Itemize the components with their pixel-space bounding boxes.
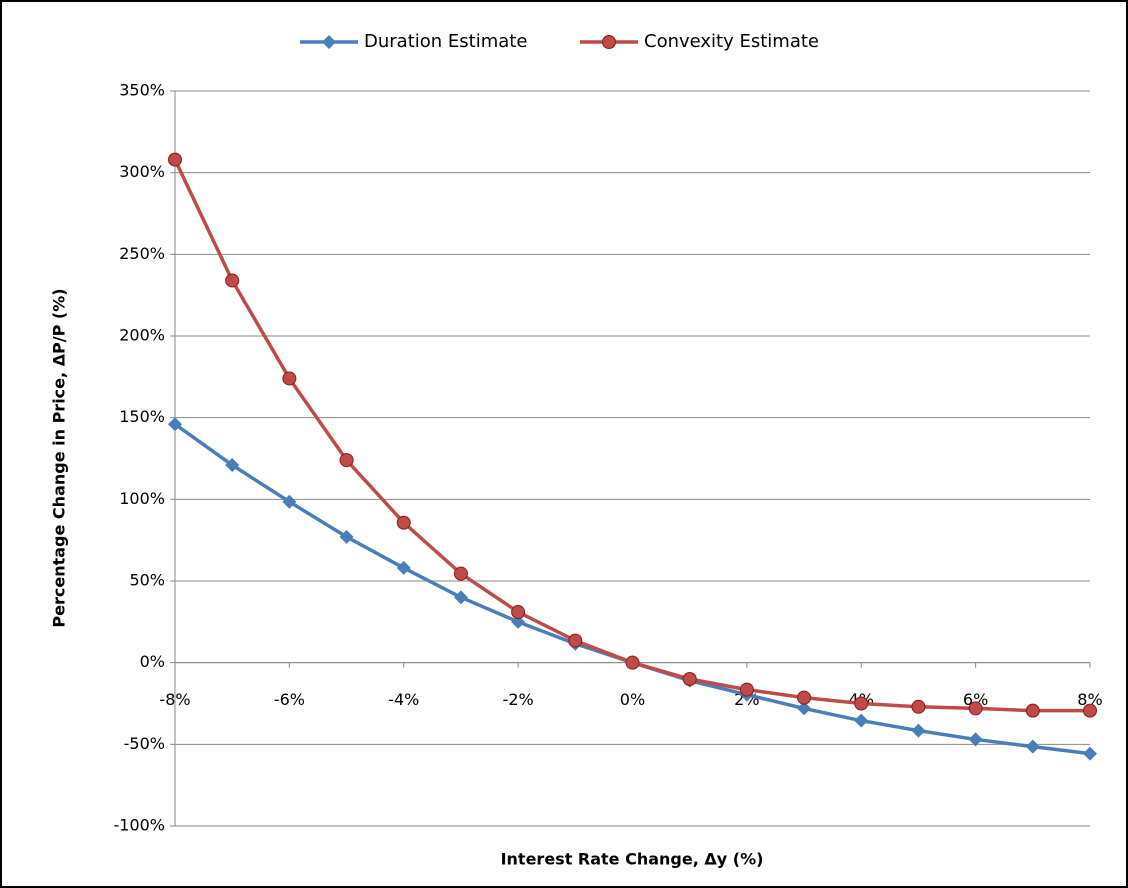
marker [968, 701, 983, 716]
marker [339, 529, 354, 544]
marker [225, 458, 240, 473]
marker [682, 672, 697, 686]
legend-label: Convexity Estimate [644, 31, 819, 52]
marker [602, 35, 616, 49]
marker [854, 713, 869, 728]
y-tick-label: 150% [119, 407, 165, 426]
marker [453, 566, 468, 581]
y-tick-label: 300% [119, 162, 165, 181]
marker [739, 682, 754, 697]
legend-label: Duration Estimate [364, 31, 527, 52]
marker [1025, 739, 1040, 754]
x-tick-label: 0% [620, 690, 645, 709]
marker [339, 453, 354, 468]
marker [511, 605, 526, 620]
marker [797, 690, 812, 705]
y-tick-label: 50% [129, 571, 165, 590]
x-axis-title: Interest Rate Change, Δy (%) [501, 850, 764, 869]
x-tick-label: -8% [159, 690, 190, 709]
y-tick-label: 100% [119, 489, 165, 508]
x-tick-label: -2% [503, 690, 534, 709]
marker [168, 417, 182, 432]
marker [854, 696, 869, 711]
marker [453, 590, 468, 605]
x-tick-label: -6% [274, 690, 305, 709]
x-tick-label: 8% [1077, 690, 1102, 709]
marker [322, 35, 336, 49]
y-tick-label: -50% [124, 734, 165, 753]
marker [625, 655, 640, 670]
marker [168, 152, 182, 167]
marker [1083, 703, 1097, 718]
marker [568, 633, 583, 648]
y-tick-label: 350% [119, 81, 165, 100]
marker [225, 273, 240, 288]
marker [911, 699, 926, 714]
marker [282, 494, 297, 509]
y-tick-label: 0% [140, 652, 165, 671]
marker [1083, 746, 1097, 761]
x-tick-label: -4% [388, 690, 419, 709]
marker [797, 701, 812, 716]
marker [968, 732, 983, 747]
marker [396, 515, 411, 530]
y-tick-label: 200% [119, 326, 165, 345]
y-tick-label: 250% [119, 244, 165, 263]
y-axis-title: Percentage Change in Price, ΔP/P (%) [50, 288, 69, 627]
y-tick-label: -100% [113, 816, 165, 835]
marker [511, 614, 526, 629]
marker [1025, 703, 1040, 718]
marker [911, 723, 926, 738]
marker [396, 560, 411, 575]
marker [282, 371, 297, 386]
x-tick-label: 6% [963, 690, 988, 709]
